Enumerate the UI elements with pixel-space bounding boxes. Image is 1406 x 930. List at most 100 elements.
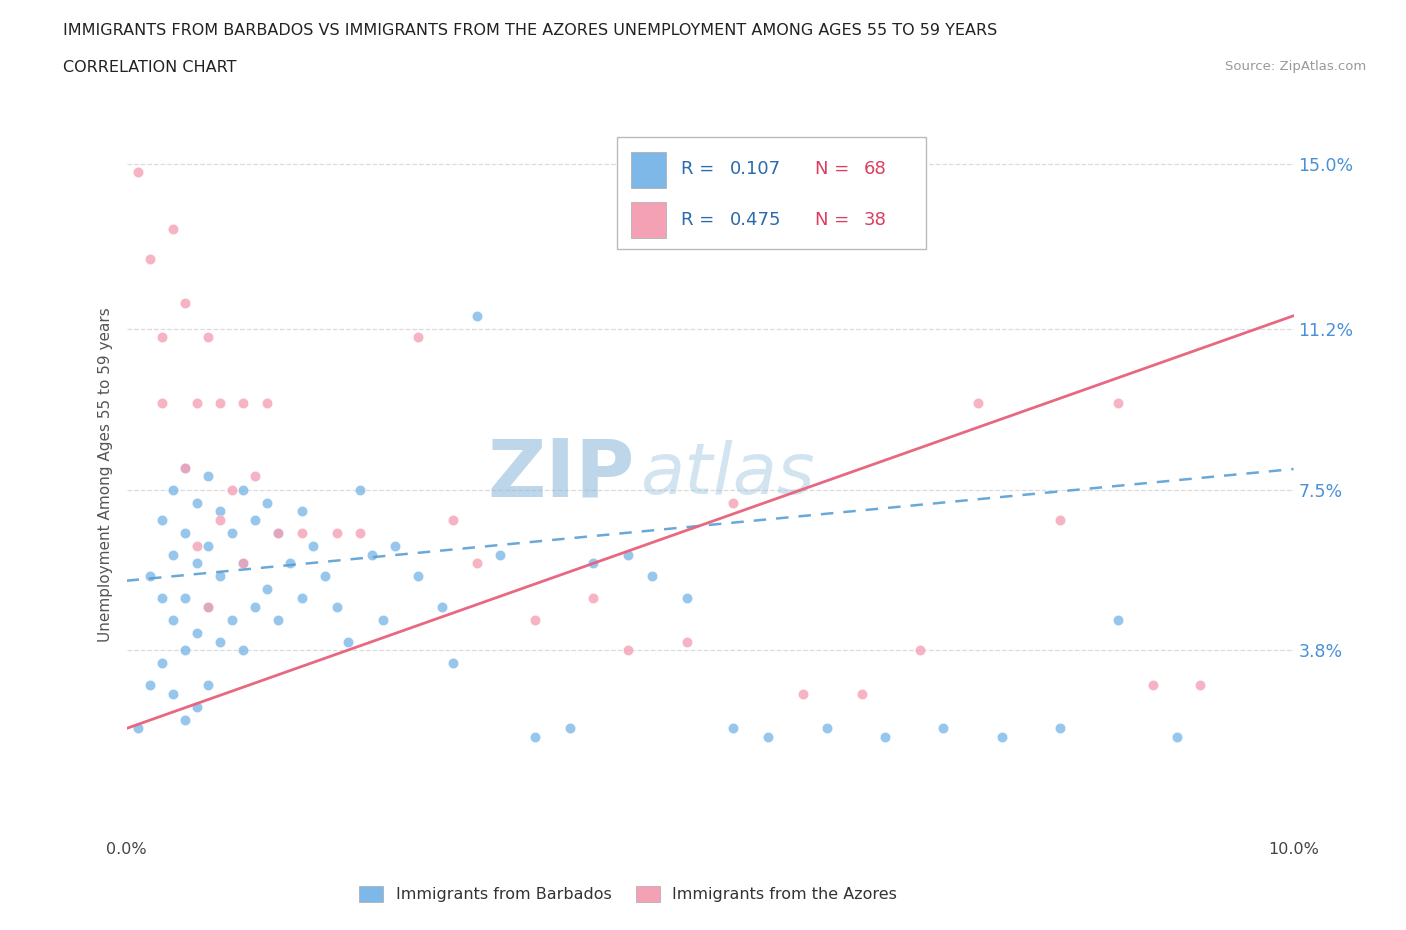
Point — [243, 599, 266, 614]
Point — [349, 482, 371, 497]
Point — [1189, 678, 1212, 693]
Point — [267, 525, 290, 540]
Text: ZIP: ZIP — [486, 435, 634, 513]
Point — [232, 556, 254, 571]
Text: R =: R = — [681, 210, 720, 229]
Point — [465, 556, 488, 571]
Point — [430, 599, 453, 614]
Point — [256, 582, 278, 597]
Text: 38: 38 — [865, 210, 887, 229]
Point — [408, 330, 430, 345]
Point — [208, 634, 231, 649]
Point — [127, 721, 149, 736]
Point — [524, 730, 547, 745]
Point — [186, 395, 208, 410]
Point — [932, 721, 955, 736]
Point — [150, 512, 173, 527]
Point — [675, 591, 697, 605]
Point — [1049, 721, 1071, 736]
Point — [1142, 678, 1164, 693]
Point — [756, 730, 779, 745]
Point — [150, 395, 173, 410]
Point — [1108, 395, 1130, 410]
Point — [325, 599, 347, 614]
Point — [723, 495, 745, 510]
Point — [1049, 512, 1071, 527]
Point — [197, 599, 219, 614]
Legend: Immigrants from Barbados, Immigrants from the Azores: Immigrants from Barbados, Immigrants fro… — [353, 880, 904, 909]
Point — [723, 721, 745, 736]
Y-axis label: Unemployment Among Ages 55 to 59 years: Unemployment Among Ages 55 to 59 years — [97, 307, 112, 642]
Bar — [631, 202, 665, 238]
Point — [150, 656, 173, 671]
Point — [558, 721, 581, 736]
Point — [640, 569, 664, 584]
Point — [186, 495, 208, 510]
Point — [208, 504, 231, 519]
Point — [162, 612, 184, 627]
Point — [990, 730, 1012, 745]
Point — [174, 525, 197, 540]
Point — [186, 625, 208, 640]
Point — [792, 686, 814, 701]
Point — [617, 547, 640, 562]
Point — [162, 221, 184, 236]
Point — [290, 504, 312, 519]
Point — [139, 569, 162, 584]
Text: 0.107: 0.107 — [730, 160, 780, 178]
Text: N =: N = — [815, 160, 855, 178]
Point — [290, 591, 312, 605]
Point — [197, 599, 219, 614]
Point — [174, 643, 197, 658]
Point — [221, 482, 243, 497]
Point — [489, 547, 512, 562]
Point — [524, 612, 547, 627]
Point — [278, 556, 301, 571]
Point — [384, 538, 406, 553]
Point — [162, 482, 184, 497]
Point — [582, 556, 605, 571]
Point — [1166, 730, 1188, 745]
Point — [373, 612, 395, 627]
Point — [197, 469, 219, 484]
Point — [197, 330, 219, 345]
Point — [127, 165, 149, 179]
Point — [232, 482, 254, 497]
Point — [441, 512, 464, 527]
Text: 0.475: 0.475 — [730, 210, 782, 229]
Point — [325, 525, 347, 540]
Point — [162, 547, 184, 562]
Point — [582, 591, 605, 605]
Bar — [631, 152, 665, 188]
Text: N =: N = — [815, 210, 855, 229]
Point — [290, 525, 312, 540]
Point — [208, 512, 231, 527]
Point — [851, 686, 873, 701]
Point — [150, 591, 173, 605]
Point — [221, 525, 243, 540]
Text: IMMIGRANTS FROM BARBADOS VS IMMIGRANTS FROM THE AZORES UNEMPLOYMENT AMONG AGES 5: IMMIGRANTS FROM BARBADOS VS IMMIGRANTS F… — [63, 23, 997, 38]
Point — [267, 525, 290, 540]
Point — [337, 634, 360, 649]
Point — [256, 495, 278, 510]
Point — [174, 712, 197, 727]
Point — [256, 395, 278, 410]
Text: 68: 68 — [865, 160, 887, 178]
Point — [174, 460, 197, 475]
Point — [232, 395, 254, 410]
Point — [908, 643, 931, 658]
Point — [617, 643, 640, 658]
Point — [1108, 612, 1130, 627]
Text: CORRELATION CHART: CORRELATION CHART — [63, 60, 236, 75]
Point — [174, 591, 197, 605]
Point — [243, 512, 266, 527]
Point — [174, 296, 197, 311]
Text: atlas: atlas — [640, 440, 814, 509]
Point — [360, 547, 382, 562]
Point — [150, 330, 173, 345]
Point — [314, 569, 336, 584]
Point — [208, 569, 231, 584]
Point — [186, 699, 208, 714]
Point — [221, 612, 243, 627]
Point — [875, 730, 897, 745]
